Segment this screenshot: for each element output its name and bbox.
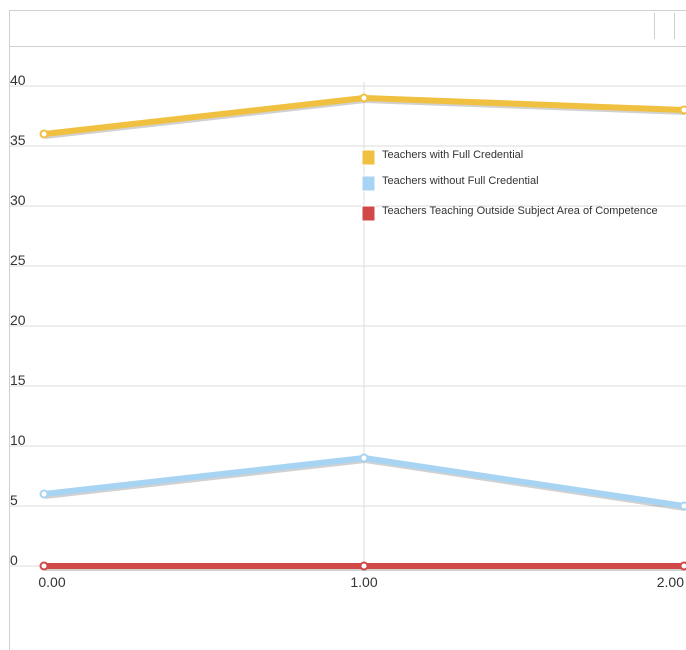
x-tick-label: 0.00 xyxy=(38,574,65,590)
x-tick-label: 2.00 xyxy=(657,574,684,590)
data-point xyxy=(41,563,48,570)
legend-swatch xyxy=(362,176,375,191)
y-tick-label: 20 xyxy=(10,312,26,328)
data-point xyxy=(681,503,686,510)
line-chart: 0 5 10 15 20 25 30 35 40 0.00 1.00 2.00 Teachers w… xyxy=(0,0,686,632)
data-point xyxy=(361,455,368,462)
legend-label: Teachers without Full Credential xyxy=(382,175,539,187)
legend-label: Teachers Teaching Outside Subject Area o… xyxy=(382,205,658,217)
data-point xyxy=(41,131,48,138)
data-point xyxy=(361,563,368,570)
x-axis-ticks: 0.00 1.00 2.00 xyxy=(38,574,684,590)
y-tick-label: 25 xyxy=(10,252,26,268)
x-tick-label: 1.00 xyxy=(350,574,377,590)
data-point xyxy=(681,563,686,570)
y-tick-label: 35 xyxy=(10,132,26,148)
y-tick-label: 30 xyxy=(10,192,26,208)
data-point xyxy=(681,107,686,114)
legend-label: Teachers with Full Credential xyxy=(382,149,523,161)
legend: Teachers with Full Credential Teachers wi… xyxy=(362,149,658,221)
y-axis-ticks: 0 5 10 15 20 25 30 35 40 xyxy=(10,72,26,568)
y-tick-label: 0 xyxy=(10,552,18,568)
legend-swatch xyxy=(362,206,375,221)
y-tick-label: 15 xyxy=(10,372,26,388)
data-point xyxy=(361,95,368,102)
y-tick-label: 10 xyxy=(10,432,26,448)
legend-swatch xyxy=(362,150,375,165)
data-point xyxy=(41,491,48,498)
series-lines xyxy=(41,95,686,570)
y-tick-label: 5 xyxy=(10,492,18,508)
y-tick-label: 40 xyxy=(10,72,26,88)
